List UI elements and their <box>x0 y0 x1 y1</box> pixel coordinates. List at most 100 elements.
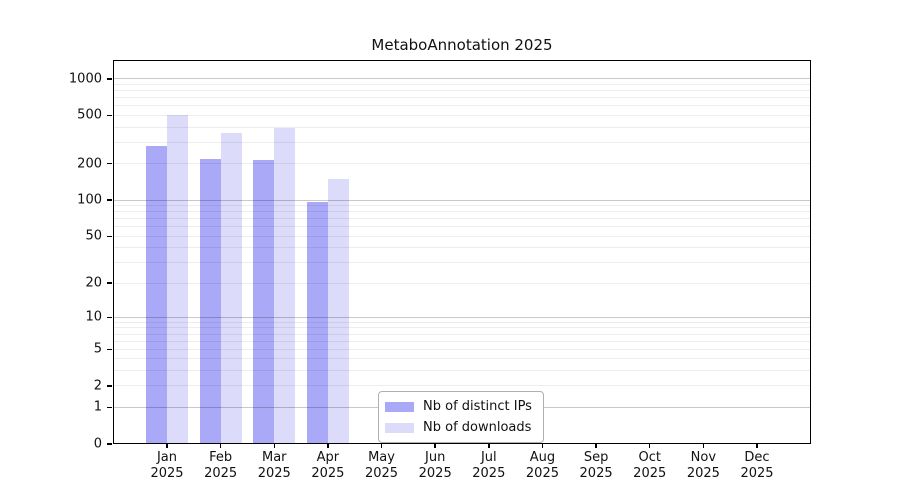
y-tick-label-500: 500 <box>77 107 102 123</box>
y-tick-label-200: 200 <box>77 156 102 172</box>
x-tick-month: Apr <box>316 450 340 465</box>
x-tick-month: May <box>368 450 395 465</box>
gridline-major-100 <box>113 199 811 201</box>
y-tick-500 <box>107 114 112 117</box>
x-tick-jul <box>488 444 490 448</box>
x-tick-month: Mar <box>262 450 287 465</box>
plot-area <box>113 60 811 444</box>
bar-apr-ips <box>306 201 328 444</box>
y-tick-label-2: 2 <box>93 378 102 394</box>
gridline-minor-4 <box>113 358 811 360</box>
x-tick-label-dec: Dec 2025 <box>722 450 792 482</box>
gridline-minor-7 <box>113 333 811 335</box>
x-tick-label-feb: Feb 2025 <box>186 450 256 482</box>
gridline-minor-2 <box>113 385 811 387</box>
bar-apr-downloads <box>327 178 349 444</box>
gridline-minor-40 <box>113 247 811 249</box>
y-tick-label-20: 20 <box>85 275 102 291</box>
x-tick-year: 2025 <box>633 466 667 481</box>
x-tick-sep <box>595 444 597 448</box>
y-tick-1000 <box>107 78 112 80</box>
x-tick-month: Sep <box>583 450 609 465</box>
gridline-minor-900 <box>113 83 811 85</box>
gridline-minor-300 <box>113 141 811 143</box>
y-tick-label-0: 0 <box>93 436 102 452</box>
x-tick-month: Aug <box>529 450 556 465</box>
gridline-minor-90 <box>113 205 811 207</box>
x-tick-year: 2025 <box>686 466 720 481</box>
gridline-minor-20 <box>113 282 811 284</box>
y-tick-label-5: 5 <box>93 341 102 357</box>
bar-jan-ips <box>146 146 167 444</box>
y-tick-1 <box>107 406 112 409</box>
x-tick-label-sep: Sep 2025 <box>561 450 631 482</box>
x-tick-year: 2025 <box>579 466 613 481</box>
legend-item-distinct-ips: Nb of distinct IPs <box>385 397 532 416</box>
y-tick-2 <box>107 385 112 387</box>
y-tick-label-1000: 1000 <box>68 71 102 87</box>
x-tick-month: Jan <box>156 450 178 465</box>
bar-mar-ips <box>253 159 275 444</box>
gridline-minor-60 <box>113 226 811 228</box>
y-tick-0 <box>107 443 112 445</box>
gridline-minor-8 <box>113 327 811 329</box>
bar-feb-downloads <box>220 132 242 444</box>
x-tick-dec <box>756 444 758 448</box>
legend-item-downloads: Nb of downloads <box>385 418 532 437</box>
y-tick-label-10: 10 <box>85 309 102 325</box>
x-tick-mar <box>273 444 275 448</box>
legend-label-distinct-ips: Nb of distinct IPs <box>423 399 532 414</box>
gridline-minor-80 <box>113 211 811 213</box>
x-tick-may <box>380 444 383 448</box>
gridline-minor-200 <box>113 163 811 165</box>
gridline-minor-5 <box>113 348 811 350</box>
y-tick-label-100: 100 <box>77 192 102 208</box>
x-tick-label-jan: Jan 2025 <box>132 450 202 482</box>
gridline-minor-700 <box>113 97 811 99</box>
x-tick-feb <box>219 444 222 448</box>
x-tick-label-apr: Apr 2025 <box>293 450 363 482</box>
gridline-minor-70 <box>113 218 811 220</box>
gridline-minor-400 <box>113 126 811 128</box>
y-tick-label-1: 1 <box>93 399 102 415</box>
x-tick-jan <box>166 444 168 448</box>
x-tick-month: Dec <box>744 450 770 465</box>
gridline-minor-800 <box>113 90 811 92</box>
legend-label-downloads: Nb of downloads <box>423 420 532 435</box>
gridline-major-1000 <box>113 78 811 80</box>
y-tick-50 <box>107 235 112 237</box>
chart-title: MetaboAnnotation 2025 <box>371 36 553 54</box>
gridline-minor-50 <box>113 235 811 237</box>
x-tick-label-jul: Jul 2025 <box>454 450 524 482</box>
bar-feb-ips <box>199 158 221 444</box>
gridline-major-10 <box>113 316 811 318</box>
x-tick-year: 2025 <box>740 466 774 481</box>
x-tick-label-jun: Jun 2025 <box>400 450 470 482</box>
y-tick-5 <box>107 348 112 350</box>
y-tick-10 <box>107 316 112 318</box>
x-tick-month: Nov <box>690 450 717 465</box>
x-tick-apr <box>327 444 329 448</box>
gridline-minor-6 <box>113 340 811 342</box>
x-tick-label-mar: Mar 2025 <box>239 450 309 482</box>
legend-swatch-distinct-ips <box>385 401 414 412</box>
y-tick-20 <box>107 282 112 284</box>
bar-jan-downloads <box>167 115 188 444</box>
gridline-minor-3 <box>113 370 811 372</box>
gridline-minor-500 <box>113 114 811 116</box>
x-tick-jun <box>434 444 436 448</box>
x-tick-oct <box>649 444 651 448</box>
x-tick-aug <box>541 444 544 448</box>
x-tick-year: 2025 <box>364 466 399 481</box>
bar-mar-downloads <box>274 127 296 444</box>
x-tick-label-may: May 2025 <box>347 450 417 482</box>
y-tick-100 <box>107 199 112 201</box>
x-tick-year: 2025 <box>525 466 559 481</box>
y-tick-200 <box>107 163 112 165</box>
x-tick-year: 2025 <box>311 466 345 481</box>
x-tick-month: Feb <box>209 450 233 465</box>
gridline-minor-30 <box>113 262 811 264</box>
gridline-minor-600 <box>113 105 811 107</box>
x-tick-label-nov: Nov 2025 <box>668 450 738 482</box>
legend: Nb of distinct IPs Nb of downloads <box>378 391 544 443</box>
